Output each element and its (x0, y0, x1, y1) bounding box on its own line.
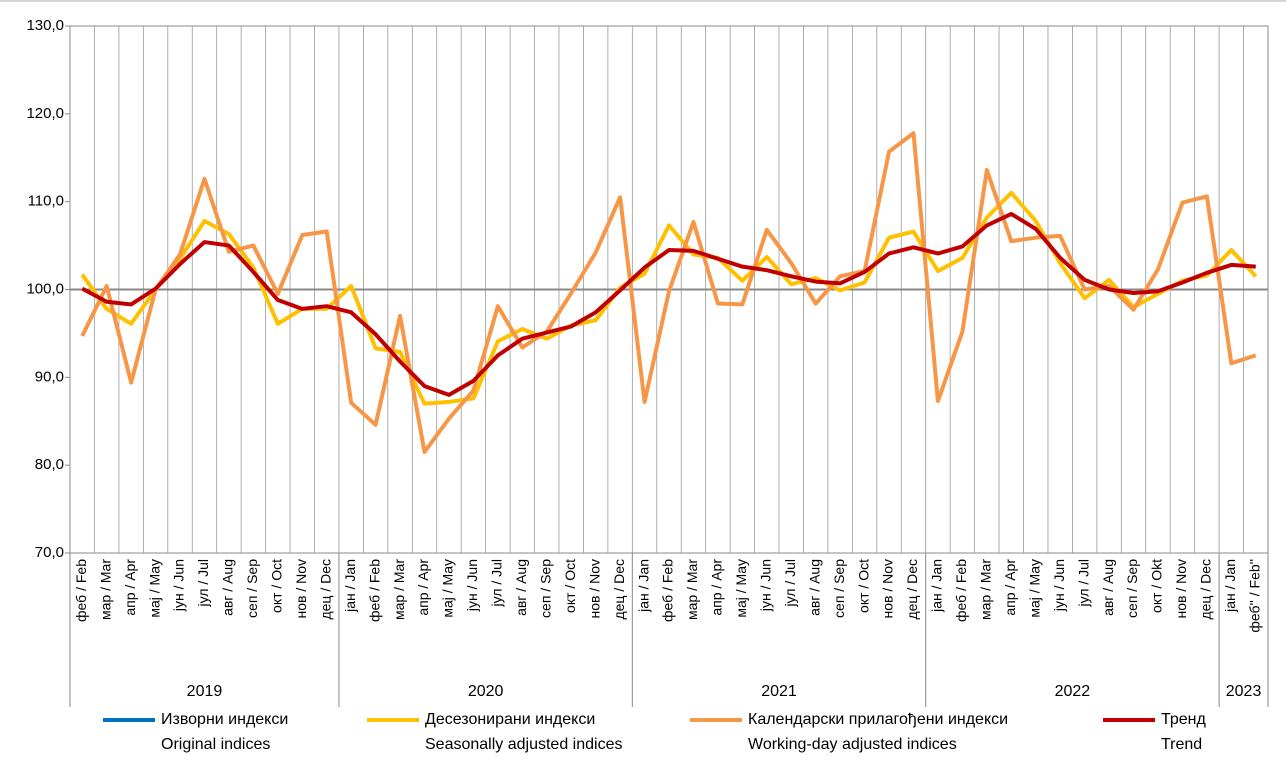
x-tick-label: јул / Jul (195, 559, 211, 608)
x-tick-label: окт / Okt (1149, 559, 1165, 613)
y-tick-label: 110,0 (28, 193, 64, 210)
x-tick-label: сеп / Sep (537, 559, 553, 618)
x-tick-label: мај / May (733, 559, 749, 618)
x-tick-label: феб'' / Feb'' (1246, 559, 1262, 633)
x-tick-label: мар / Mar (684, 559, 700, 620)
y-tick-label: 120,0 (26, 105, 64, 122)
x-tick-label: нов / Nov (586, 559, 602, 619)
x-tick-label: јан / Jan (342, 559, 358, 613)
x-tick-label: мај / May (440, 559, 456, 618)
series-line (80, 131, 1257, 454)
y-tick-label: 100,0 (26, 280, 64, 297)
year-label: 2019 (187, 683, 223, 700)
legend-sublabel: Trend (1161, 736, 1202, 753)
legend-label: Десезонирани индекси (425, 711, 595, 728)
x-tick-label: феб / Feb (953, 559, 969, 622)
legend-label: Календарски прилагођени индекси (748, 711, 1008, 728)
x-tick-label: дец / Dec (611, 559, 627, 620)
series-line (80, 190, 1258, 406)
x-tick-label: јул / Jul (1075, 559, 1091, 608)
x-tick-label: јун / Jun (171, 559, 187, 612)
x-tick-label: јул / Jul (489, 559, 505, 608)
x-tick-label: окт / Oct (269, 559, 285, 613)
x-tick-label: апр / Apr (415, 559, 431, 616)
x-tick-label: јун / Jun (1051, 559, 1067, 612)
x-tick-label: авг / Aug (513, 559, 529, 616)
x-tick-label: мај / May (1026, 559, 1042, 618)
year-label: 2023 (1226, 683, 1262, 700)
y-tick-label: 80,0 (35, 456, 64, 473)
x-tick-label: окт / Oct (855, 559, 871, 613)
x-tick-label: мар / Mar (391, 559, 407, 620)
y-tick-label: 90,0 (35, 368, 64, 385)
x-tick-label: окт / Oct (562, 559, 578, 613)
x-tick-label: јун / Jun (757, 559, 773, 612)
legend-sublabel: Original indices (161, 736, 270, 753)
x-tick-label: апр / Apr (1002, 559, 1018, 616)
x-tick-label: сеп / Sep (1124, 559, 1140, 618)
x-tick-label: јан / Jan (929, 559, 945, 613)
x-tick-label: јул / Jul (782, 559, 798, 608)
x-tick-label: сеп / Sep (244, 559, 260, 618)
x-tick-label: мар / Mar (978, 559, 994, 620)
y-tick-label: 130,0 (26, 17, 64, 34)
x-tick-label: дец / Dec (1198, 559, 1214, 620)
x-tick-label: авг / Aug (220, 559, 236, 616)
x-tick-label: нов / Nov (880, 559, 896, 619)
x-tick-label: нов / Nov (293, 559, 309, 619)
legend-sublabel: Seasonally adjusted indices (425, 736, 622, 753)
x-tick-label: дец / Dec (317, 559, 333, 620)
year-label: 2021 (761, 683, 797, 700)
x-tick-label: авг / Aug (1100, 559, 1116, 616)
series-line (81, 211, 1256, 397)
x-tick-label: мај / May (146, 559, 162, 618)
legend-label: Тренд (1161, 711, 1207, 728)
year-label: 2020 (468, 683, 504, 700)
year-label: 2022 (1055, 683, 1091, 700)
x-tick-label: сеп / Sep (831, 559, 847, 618)
legend-label: Изворни индекси (161, 711, 288, 728)
x-tick-label: феб / Feb (73, 559, 89, 622)
x-tick-label: апр / Apr (122, 559, 138, 616)
legend-sublabel: Working-day adjusted indices (748, 736, 957, 753)
x-tick-label: феб / Feb (366, 559, 382, 622)
x-tick-label: авг / Aug (806, 559, 822, 616)
x-tick-label: јан / Jan (1222, 559, 1238, 613)
x-tick-label: јун / Jun (464, 559, 480, 612)
x-tick-label: мар / Mar (97, 559, 113, 620)
x-tick-label: јан / Jan (635, 559, 651, 613)
x-tick-label: нов / Nov (1173, 559, 1189, 619)
y-tick-label: 70,0 (35, 544, 64, 561)
x-tick-label: апр / Apr (709, 559, 725, 616)
x-tick-label: дец / Dec (904, 559, 920, 620)
x-tick-label: феб / Feb (660, 559, 676, 622)
